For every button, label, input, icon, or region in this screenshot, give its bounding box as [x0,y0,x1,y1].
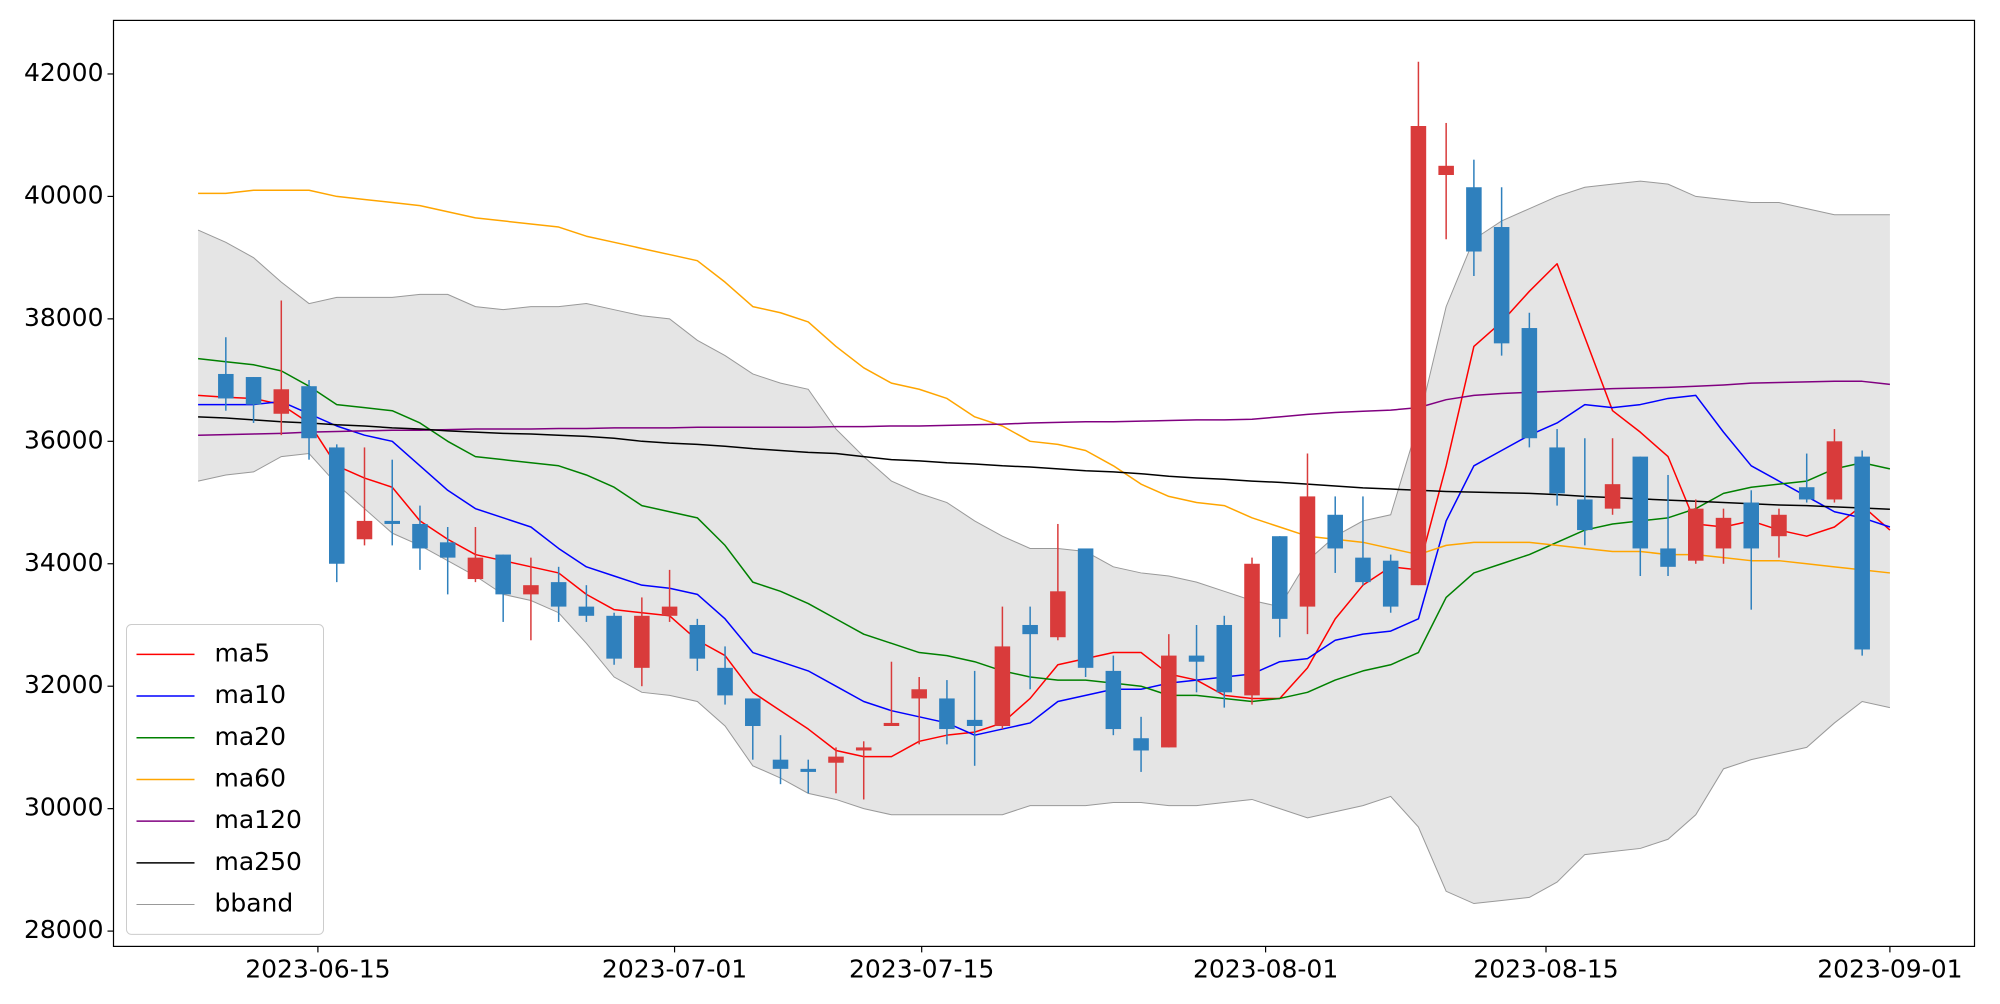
candle-body [661,606,678,616]
candle-body [883,722,900,726]
candle-body [356,520,373,540]
band-upper [197,180,1890,608]
candle-body [245,377,262,405]
legend-box [126,624,324,935]
y-tick-label: 42000 [24,58,104,87]
candle-body [1355,557,1371,583]
legend-label: bband [215,889,294,918]
candle-body [939,698,955,730]
candle-body [1244,563,1260,696]
legend-label: ma20 [215,722,286,751]
candle-body [772,759,789,769]
candle-body [1493,227,1510,344]
candle-body [1549,447,1565,494]
candle-body [439,542,456,558]
candle-body [1632,456,1649,549]
candle-body [218,373,234,399]
candle-body [495,554,511,595]
x-tick-label: 2023-07-01 [602,954,747,983]
candle-body [578,606,595,616]
candle-body [301,386,317,439]
legend: ma5 ma10 ma20 ma60 ma120 ma250 bband [126,624,324,935]
candle-body [523,585,539,595]
candle-body [1438,165,1454,175]
candle-body [1771,514,1787,537]
candle-body [1466,187,1482,252]
y-tick-label: 34000 [24,548,104,577]
candle-body [1216,624,1233,693]
legend-label: ma10 [215,680,286,709]
candle-body [1161,655,1177,748]
candle-body [1798,487,1815,500]
line [198,357,1891,703]
candle-body [800,768,817,772]
candle-body [828,756,844,763]
line [198,394,1891,736]
candle-body [328,447,345,564]
candle-body [1050,591,1066,638]
candle-body [1327,514,1343,549]
candle-body [550,582,567,607]
legend-label: ma60 [215,763,286,792]
x-tick-label: 2023-08-01 [1193,954,1338,983]
candle-body [1854,456,1870,650]
y-tick-label: 36000 [24,425,104,454]
candle-body [1299,496,1316,607]
candle-body [1133,738,1149,751]
line [198,380,1890,436]
candle-body [1660,548,1676,567]
plot-frame [112,19,1976,947]
legend-label: ma5 [215,638,271,667]
candle-body [717,667,733,696]
x-tick-label: 2023-06-15 [245,954,390,983]
candle-body [1382,560,1399,607]
legend-label: ma250 [215,847,302,876]
y-tick-label: 38000 [24,303,104,332]
x-tick-label: 2023-08-15 [1473,954,1618,983]
candle-body [1188,655,1205,662]
candle-body [855,747,872,751]
candle-body [994,646,1011,726]
candle-body [1577,499,1593,531]
y-tick-label: 40000 [24,180,104,209]
candle-body [1077,548,1094,668]
candle-body [606,615,622,659]
candle-body [745,698,761,726]
line [198,263,1891,758]
y-tick-label: 30000 [24,793,104,822]
band-fill [198,181,1890,904]
candle-body [634,615,650,668]
candle-body [1271,536,1288,619]
legend-label: ma120 [215,805,302,834]
candle-body [1688,508,1704,561]
candle-body [384,520,400,524]
candle-body [1105,670,1122,730]
candle-body [1521,328,1538,439]
line [198,189,1890,574]
candle-body [1743,502,1760,549]
y-tick-label: 28000 [24,915,104,944]
candle-body [1715,517,1732,549]
x-tick-label: 2023-09-01 [1817,954,1962,983]
candle-body [911,689,927,699]
candle-body [1826,441,1843,500]
candle-body [273,389,290,414]
candle-body [412,523,428,549]
y-tick-label: 32000 [24,670,104,699]
band-lower [197,453,1891,905]
candle-body [1410,126,1427,586]
candle-body [467,557,484,580]
candle-body [1604,484,1621,509]
candle-body [1022,624,1038,635]
x-tick-label: 2023-07-15 [849,954,994,983]
candle-body [966,719,983,726]
candle-body [689,624,706,659]
